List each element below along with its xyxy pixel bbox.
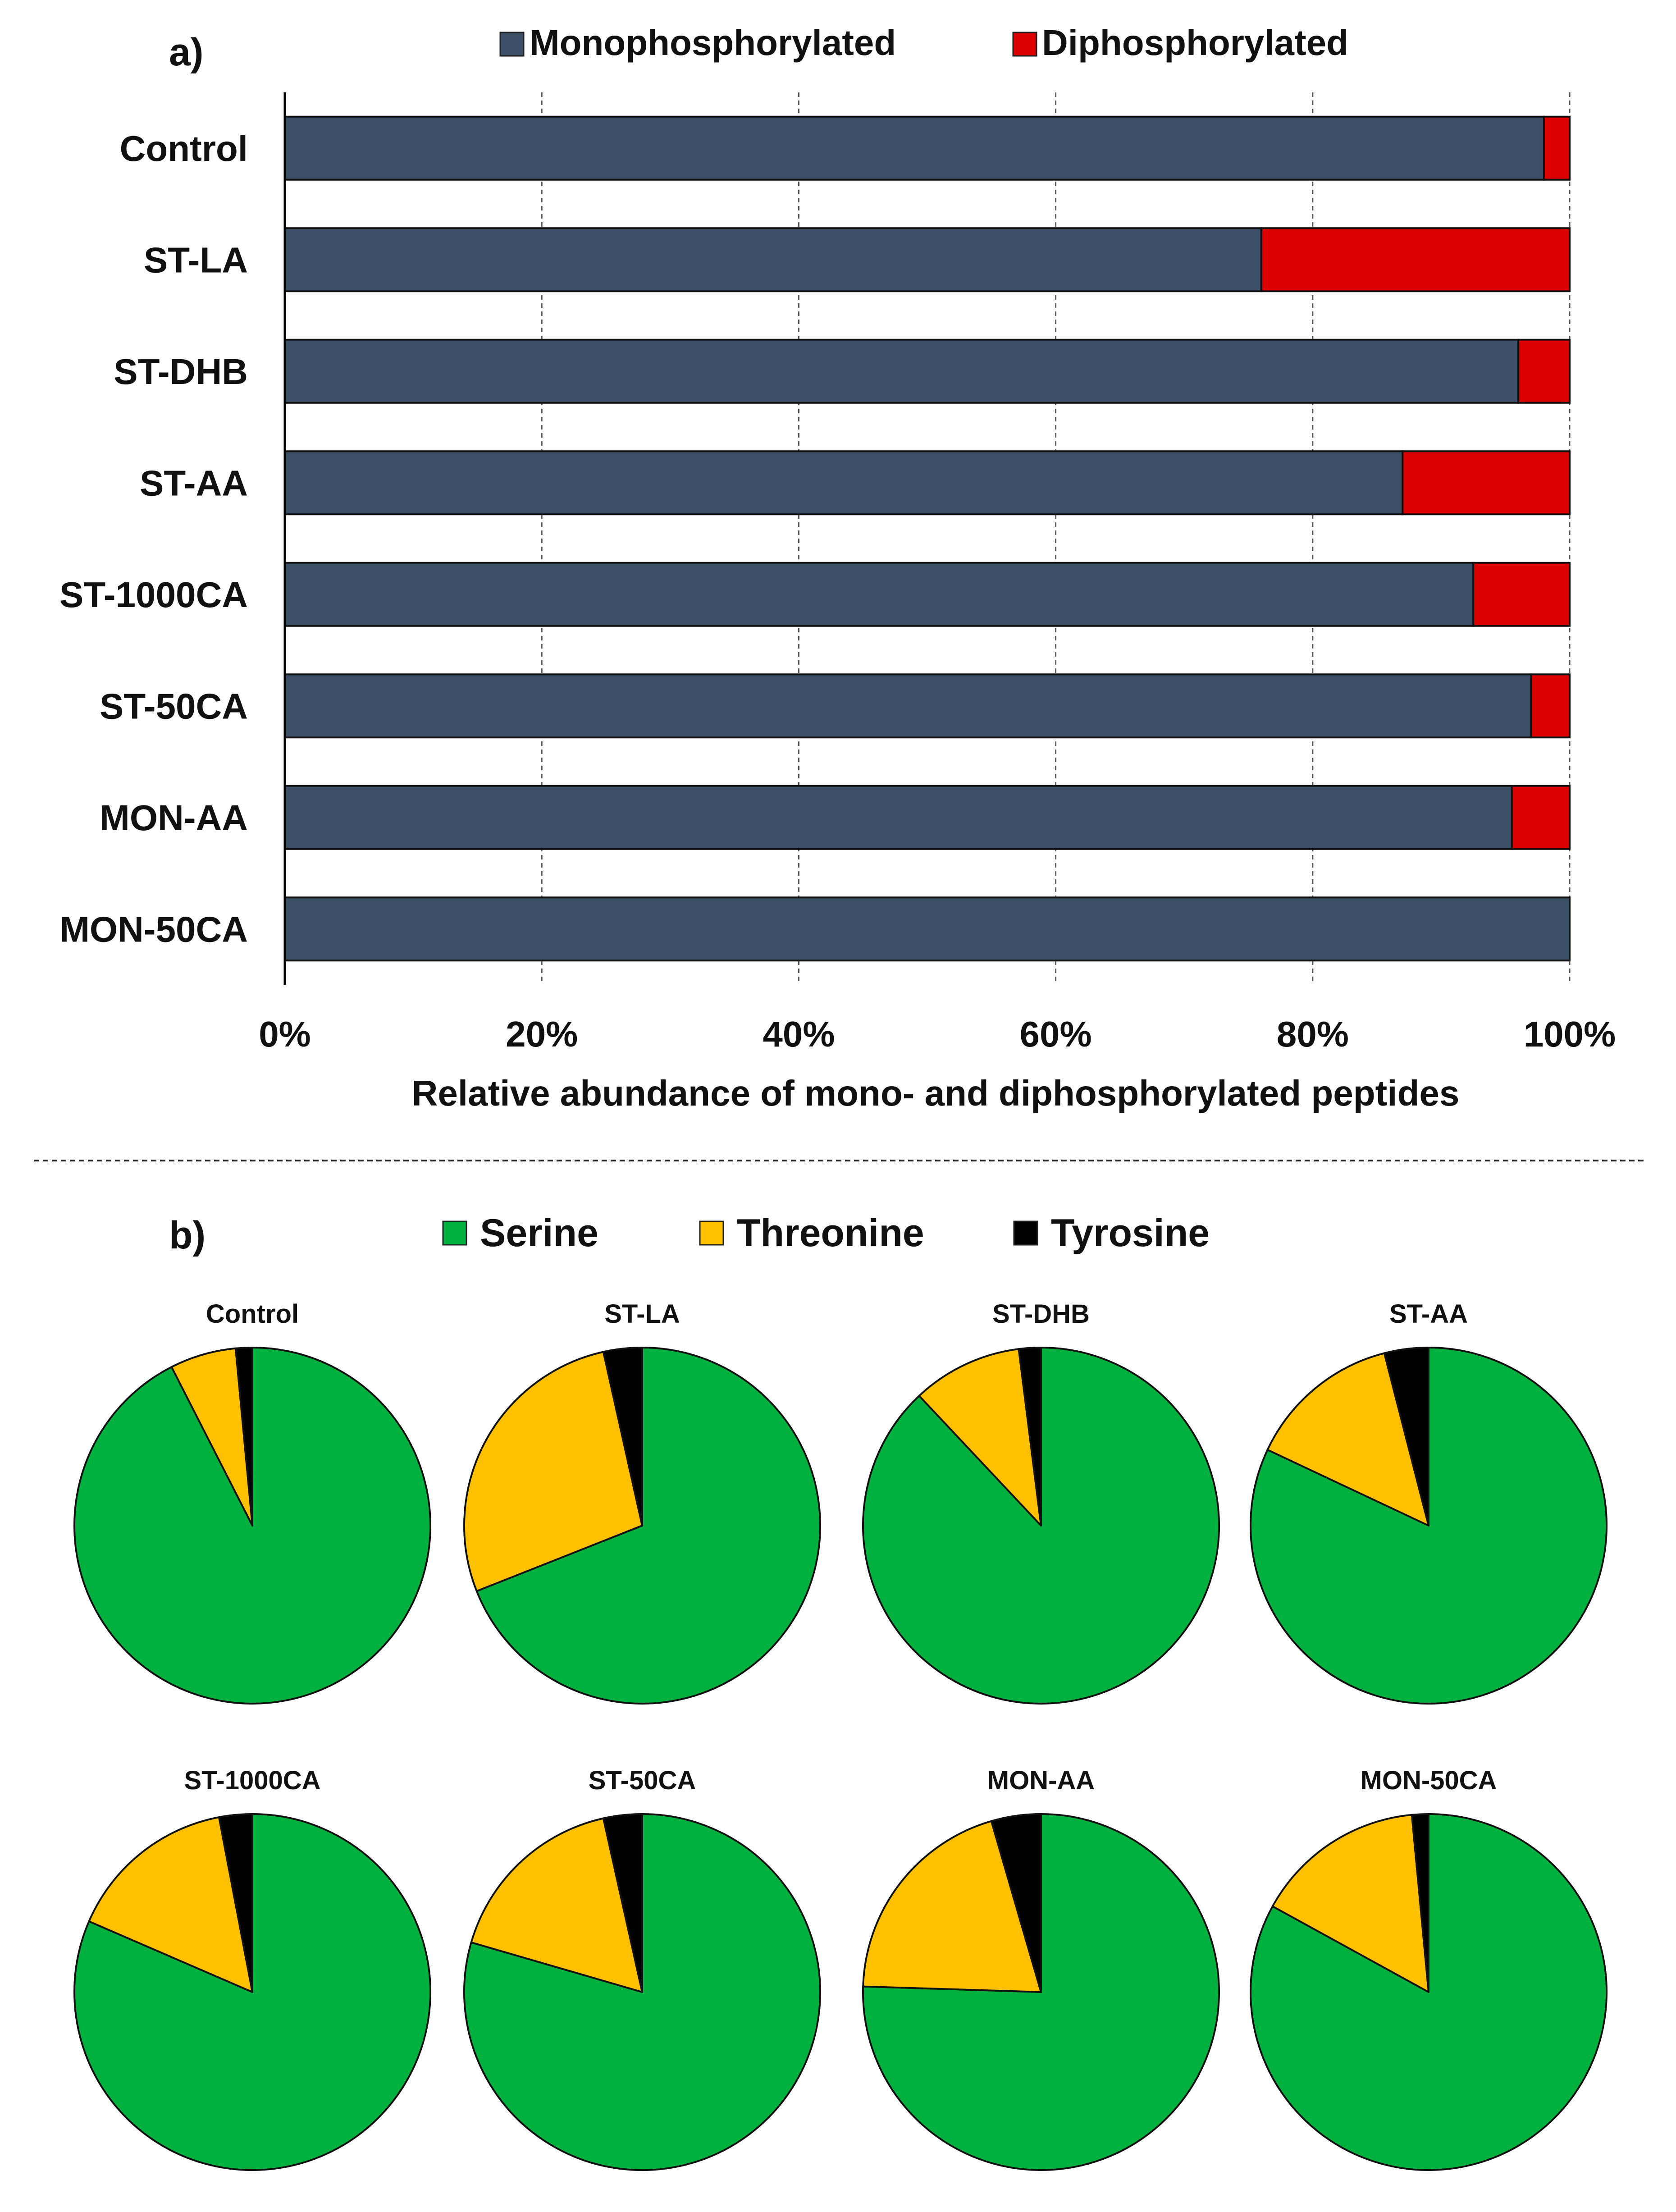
category-label-st-la: ST-LA — [144, 240, 248, 280]
x-axis-label: Relative abundance of mono- and diphosph… — [412, 1073, 1460, 1113]
x-tick-label: 40% — [763, 1014, 835, 1054]
bar-st-50ca-monophosphorylated — [284, 673, 1532, 739]
pie-slice-st-50ca-threonine — [470, 1817, 643, 1993]
bar-st-50ca-diphosphorylated — [1530, 673, 1571, 739]
pie-mon-50ca: MON-50CA — [1250, 1766, 1607, 2171]
pie-slice-st-aa-tyrosine — [1383, 1347, 1429, 1526]
bar-legend: Monophosphorylated Diphosphorylated — [499, 23, 1348, 63]
pie-title-control: Control — [206, 1299, 299, 1329]
bar-st-la-monophosphorylated — [284, 227, 1262, 292]
x-tick-label: 0% — [259, 1014, 311, 1054]
legend-label-threonine: Threonine — [737, 1211, 924, 1255]
pie-slice-mon-aa-threonine — [862, 1820, 1042, 1993]
legend-label-serine: Serine — [480, 1211, 598, 1255]
bar-mon-50ca-monophosphorylated — [284, 896, 1571, 962]
pie-title-st-dhb: ST-DHB — [992, 1299, 1090, 1329]
pie-slice-st-50ca-tyrosine — [602, 1813, 643, 1993]
pie-st-1000ca: ST-1000CA — [73, 1766, 431, 2171]
pie-title-mon-50ca: MON-50CA — [1361, 1766, 1497, 1795]
bar-mon-aa-diphosphorylated — [1511, 785, 1571, 850]
bar-series — [284, 115, 1571, 962]
pie-mon-aa: MON-AA — [862, 1766, 1220, 2171]
legend-swatch-monophosphorylated — [499, 32, 525, 57]
x-tick-label: 60% — [1020, 1014, 1092, 1054]
bar-st-aa-monophosphorylated — [284, 450, 1404, 516]
pie-slice-control-tyrosine — [234, 1346, 253, 1526]
pie-slice-st-la-serine — [475, 1347, 821, 1705]
pie-slice-st-1000ca-tyrosine — [218, 1813, 253, 1993]
category-label-mon-aa: MON-AA — [100, 798, 248, 838]
category-label-st-50ca: ST-50CA — [100, 686, 248, 726]
pie-slice-mon-50ca-threonine — [1271, 1814, 1429, 1993]
bar-gridlines — [541, 92, 1571, 985]
bar-category-labels: Control ST-LA ST-DHB ST-AA ST-1000CA ST-50CA M… — [59, 128, 248, 950]
bar-st-1000ca-diphosphorylated — [1472, 562, 1571, 627]
category-label-control: Control — [120, 128, 248, 169]
pie-slice-st-1000ca-serine — [73, 1813, 431, 2171]
x-tick-label: 80% — [1277, 1014, 1349, 1054]
panel-a-bar-chart: a) Monophosphorylated Diphosphorylated C… — [59, 23, 1616, 1113]
x-tick-label: 20% — [506, 1014, 578, 1054]
legend-swatch-serine — [442, 1220, 467, 1246]
bar-st-dhb-monophosphorylated — [284, 338, 1519, 404]
legend-label-diphosphorylated: Diphosphorylated — [1042, 23, 1348, 63]
pie-st-dhb: ST-DHB — [862, 1299, 1220, 1705]
pie-title-st-50ca: ST-50CA — [589, 1766, 696, 1795]
panel-b-pie-charts: b) Serine Threonine Tyrosine Control ST-L… — [73, 1211, 1607, 2171]
pie-slice-st-1000ca-threonine — [88, 1816, 253, 1993]
legend-label-monophosphorylated: Monophosphorylated — [530, 23, 896, 63]
pie-grid: Control ST-LA ST-DHB ST-AA ST-1000CA ST-50CA M… — [73, 1299, 1607, 2171]
legend-label-tyrosine: Tyrosine — [1051, 1211, 1210, 1255]
x-tick-label: 100% — [1524, 1014, 1616, 1054]
pie-st-la: ST-LA — [463, 1299, 821, 1705]
pie-title-mon-aa: MON-AA — [987, 1766, 1095, 1795]
bar-mon-aa-monophosphorylated — [284, 785, 1513, 850]
bar-st-1000ca-monophosphorylated — [284, 562, 1475, 627]
pie-st-50ca: ST-50CA — [463, 1766, 821, 2171]
x-tick-labels: 0% 20% 40% 60% 80% 100% — [259, 1014, 1616, 1054]
pie-st-aa: ST-AA — [1250, 1299, 1607, 1705]
pie-slice-st-aa-threonine — [1266, 1352, 1429, 1526]
pie-title-st-aa: ST-AA — [1389, 1299, 1468, 1329]
pie-control: Control — [73, 1299, 431, 1705]
panel-a-label: a) — [169, 31, 203, 74]
pie-slice-mon-50ca-tyrosine — [1411, 1813, 1429, 1993]
bar-control-diphosphorylated — [1543, 115, 1571, 181]
bar-st-la-diphosphorylated — [1260, 227, 1571, 292]
bar-control-monophosphorylated — [284, 115, 1545, 181]
legend-swatch-threonine — [699, 1220, 724, 1246]
pie-slice-mon-aa-tyrosine — [990, 1813, 1042, 1993]
pie-title-st-la: ST-LA — [604, 1299, 680, 1329]
pie-slice-control-threonine — [170, 1347, 253, 1526]
category-label-st-dhb: ST-DHB — [114, 352, 248, 392]
legend-swatch-diphosphorylated — [1012, 32, 1037, 57]
pie-slice-st-la-tyrosine — [602, 1347, 643, 1526]
category-label-st-1000ca: ST-1000CA — [59, 575, 248, 615]
bar-st-aa-diphosphorylated — [1402, 450, 1571, 516]
category-label-st-aa: ST-AA — [140, 463, 248, 503]
pie-slice-mon-50ca-serine — [1250, 1813, 1607, 2171]
bar-st-dhb-diphosphorylated — [1517, 338, 1571, 404]
pie-title-st-1000ca: ST-1000CA — [184, 1766, 320, 1795]
panel-b-label: b) — [169, 1214, 206, 1257]
pie-legend: Serine Threonine Tyrosine — [442, 1211, 1210, 1255]
pie-slice-mon-aa-serine — [862, 1813, 1220, 2171]
pie-slice-st-50ca-serine — [463, 1813, 821, 2171]
pie-slice-st-dhb-tyrosine — [1018, 1346, 1042, 1526]
pie-slice-st-la-threonine — [463, 1351, 643, 1592]
category-label-mon-50ca: MON-50CA — [59, 909, 248, 949]
pie-slice-st-dhb-threonine — [918, 1348, 1042, 1526]
legend-swatch-tyrosine — [1013, 1220, 1038, 1246]
